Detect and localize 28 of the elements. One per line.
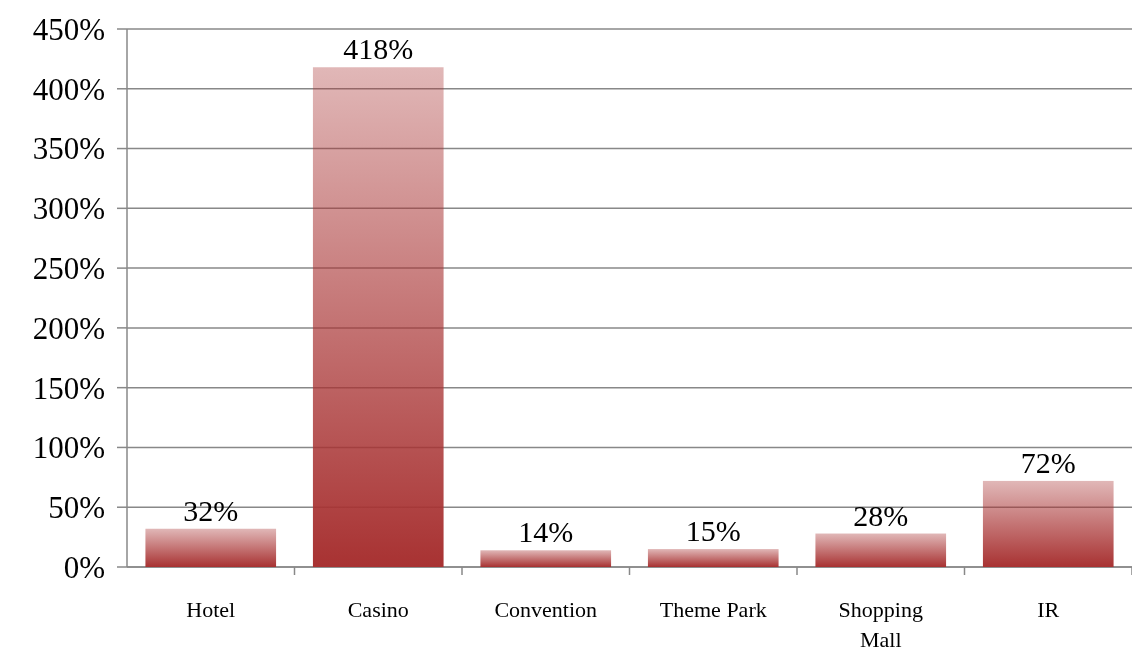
y-tick-label: 0% (63, 549, 105, 585)
data-label: 418% (343, 32, 414, 66)
data-label: 15% (685, 514, 741, 548)
y-tick-label: 50% (48, 490, 105, 526)
y-tick-label: 450% (32, 11, 105, 47)
data-label: 72% (1020, 445, 1076, 479)
x-tick-label: IR (1037, 597, 1060, 622)
data-label: 32% (183, 493, 239, 527)
x-tick-label: Shopping Mall (838, 597, 923, 652)
x-tick-label: Theme Park (659, 597, 767, 622)
bar (815, 533, 947, 567)
bar (480, 550, 612, 567)
y-tick-label: 150% (32, 370, 105, 406)
x-tick-label: Convention (494, 597, 598, 622)
y-tick-label: 200% (32, 310, 105, 346)
data-label: 28% (853, 498, 909, 532)
bar (982, 480, 1114, 567)
bar (312, 67, 444, 567)
y-tick-label: 350% (32, 131, 105, 167)
y-tick-label: 250% (32, 250, 105, 286)
x-tick-label: Casino (347, 597, 409, 622)
y-tick-label: 300% (32, 191, 105, 227)
bar (145, 528, 277, 567)
y-tick-label: 400% (32, 71, 105, 107)
bar (647, 549, 779, 567)
data-label: 14% (518, 515, 574, 549)
y-tick-label: 100% (32, 430, 105, 466)
x-tick-label: Hotel (186, 597, 236, 622)
